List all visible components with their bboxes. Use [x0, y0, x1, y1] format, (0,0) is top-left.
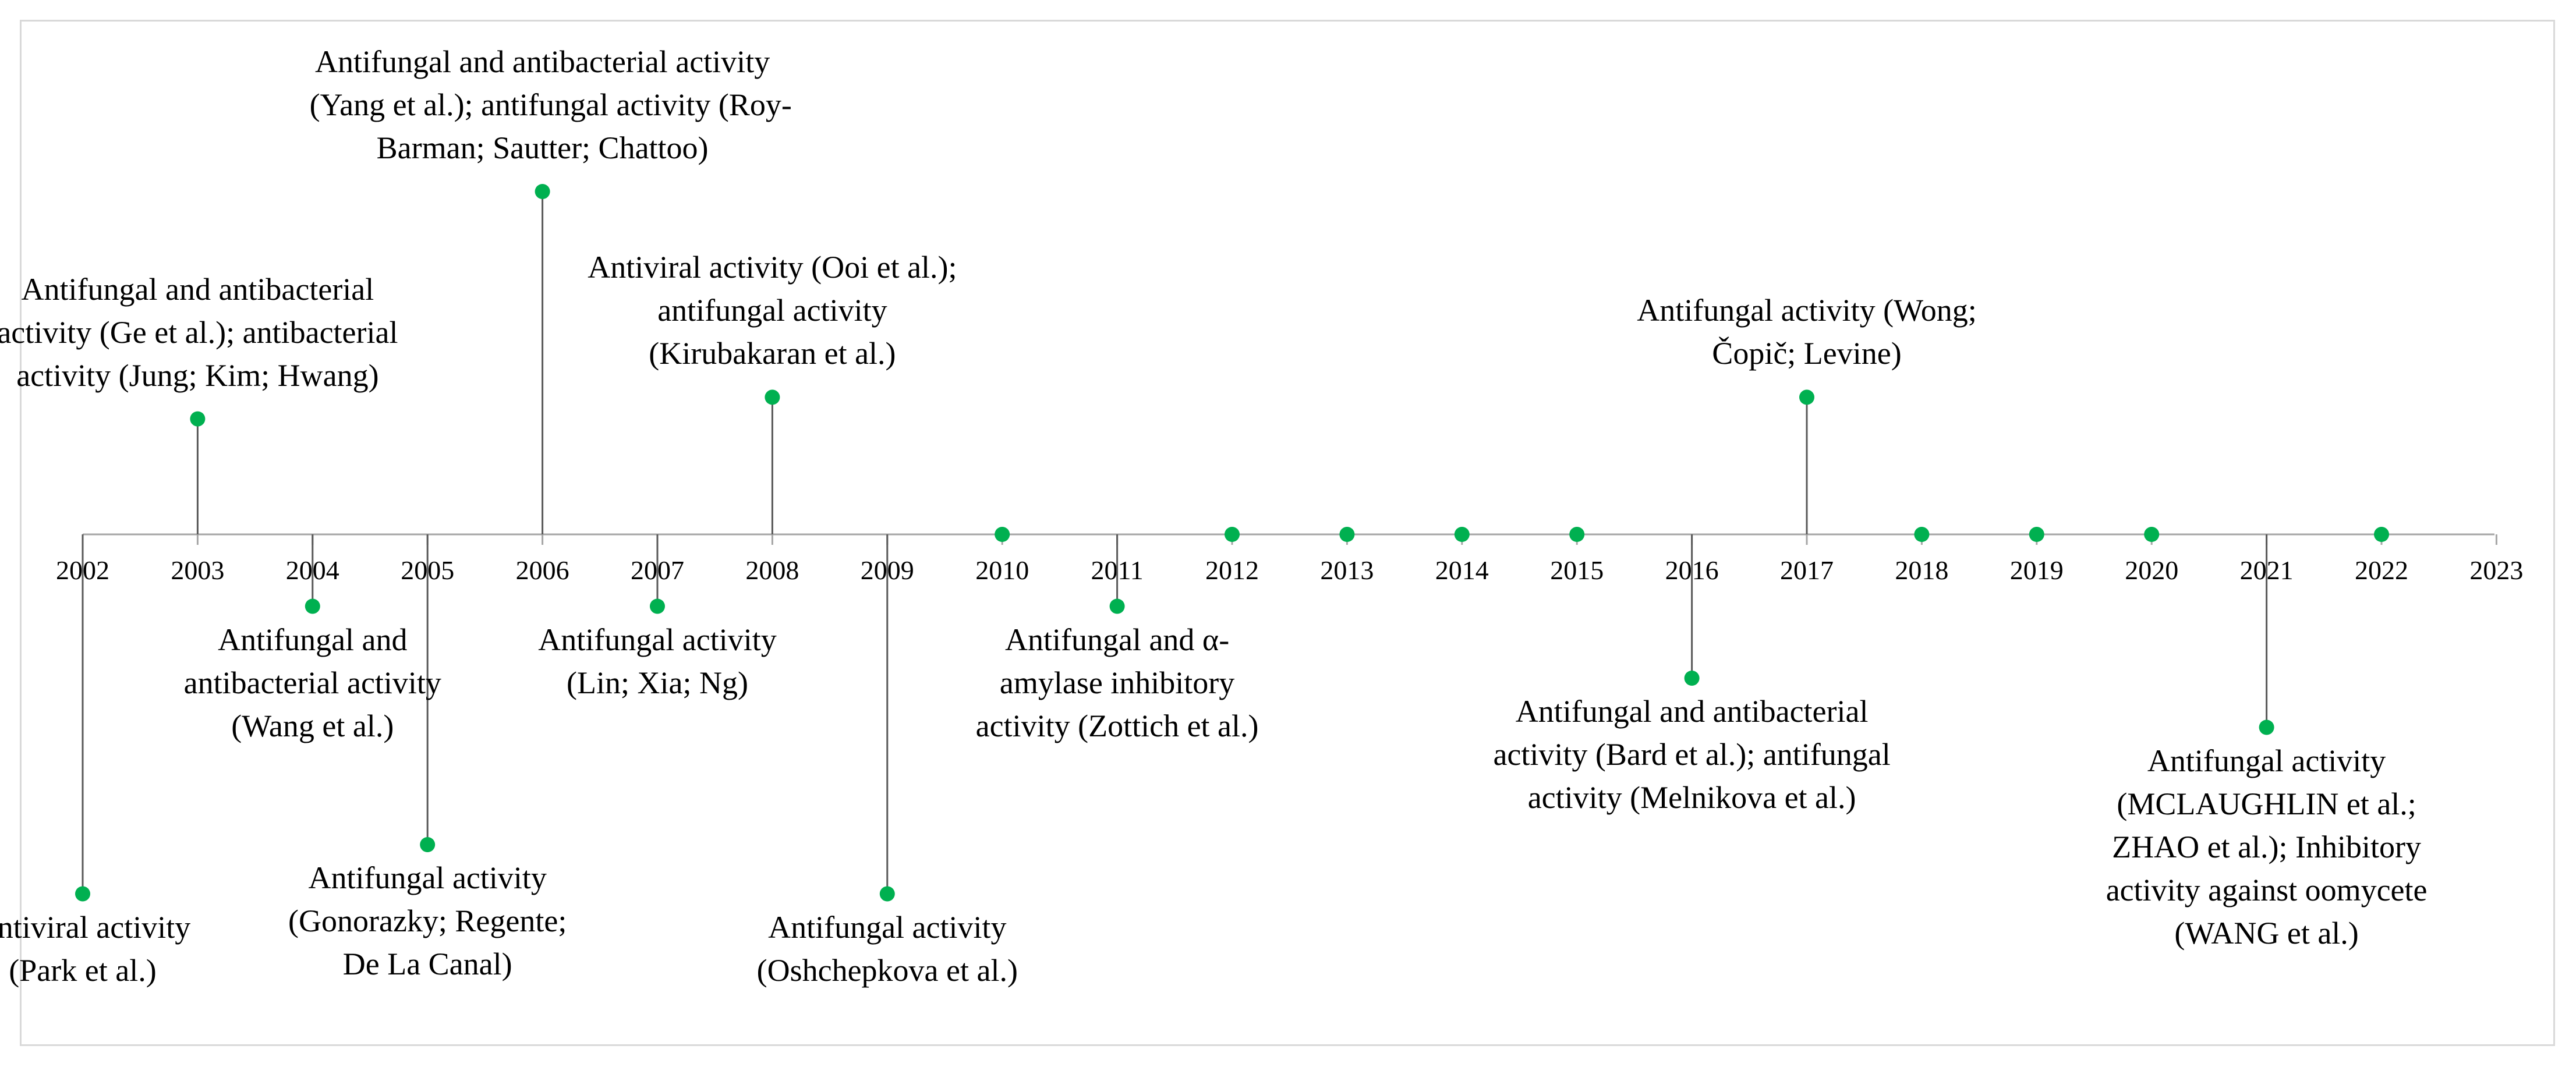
annotation-line: (Wang et al.)	[231, 708, 394, 743]
year-labels: 2002 2003 2004 2005 2006 2007 2008 2009 2010 2011…	[56, 555, 2523, 585]
annotation-line: Antifungal and α-	[1004, 622, 1230, 657]
annotation-line: activity (Bard et al.); antifungal	[1493, 737, 1891, 772]
event-marker	[765, 389, 780, 405]
event-annotation: Antifungal and antibacterial activity (Wan…	[80, 618, 546, 747]
year-label: 2013	[1320, 555, 1374, 585]
annotation-line: (Lin; Xia; Ng)	[567, 665, 748, 700]
year-label: 2018	[1895, 555, 1948, 585]
event-marker	[305, 598, 320, 614]
annotation-line: Antifungal activity (Wong;	[1637, 293, 1977, 328]
annotation-line: Antiviral activity (Ooi et al.);	[588, 250, 957, 285]
event-annotation: Antifungal and antibacterial activity (Ba…	[1459, 690, 1925, 819]
event-marker	[1569, 527, 1585, 542]
event-marker	[75, 886, 90, 902]
event-marker	[2374, 527, 2389, 542]
annotation-line: activity (Ge et al.); antibacterial	[0, 314, 398, 350]
annotation-line: (Oshchepkova et al.)	[756, 952, 1018, 988]
event-marker	[1454, 527, 1470, 542]
year-label: 2012	[1205, 555, 1259, 585]
annotation-line: Antifungal activity	[2147, 743, 2386, 778]
annotation-line: amylase inhibitory	[999, 665, 1235, 700]
year-label: 2015	[1550, 555, 1604, 585]
year-label: 2023	[2469, 555, 2523, 585]
annotation-line: Antifungal and antibacterial	[21, 271, 374, 307]
annotation-line: (Park et al.)	[9, 952, 157, 988]
figure-frame	[20, 20, 2555, 1046]
annotation-line: (Yang et al.); antifungal activity (Roy-	[309, 87, 792, 122]
event-annotation: Antifungal activity (Oshchepkova et al.)	[654, 906, 1120, 992]
annotation-line: De La Canal)	[342, 947, 512, 981]
event-marker	[650, 598, 665, 614]
event-marker	[1109, 598, 1125, 614]
event-marker	[535, 184, 550, 199]
annotation-line: activity (Jung; Kim; Hwang)	[16, 357, 379, 393]
event-annotation: Antifungal and α-amylase inhibitory activ…	[884, 618, 1350, 747]
event-marker	[420, 837, 436, 852]
event-marker	[2029, 527, 2044, 542]
annotation-line: ZHAO et al.); Inhibitory	[2112, 829, 2422, 864]
event-marker	[1684, 671, 1700, 686]
annotation-line: antifungal activity	[657, 293, 887, 328]
event-marker	[995, 527, 1010, 542]
annotation-line: (MCLAUGHLIN et al.;	[2117, 786, 2416, 821]
annotation-line: (WANG et al.)	[2174, 915, 2359, 951]
event-stems	[82, 192, 2268, 894]
annotation-line: Antifungal and	[218, 622, 408, 657]
event-annotation: Antifungal and antibacterial activity (Ya…	[309, 40, 792, 169]
year-label: 2010	[975, 555, 1029, 585]
annotation-line: Antiviral activity	[0, 909, 191, 945]
year-label: 2020	[2125, 555, 2178, 585]
annotation-line: Antifungal and antibacterial activity	[314, 44, 770, 79]
event-marker	[879, 886, 895, 902]
annotation-line: Antifungal activity	[308, 860, 547, 895]
year-label: 2017	[1780, 555, 1834, 585]
event-marker	[1225, 527, 1240, 542]
event-marker	[2144, 527, 2160, 542]
year-label: 2014	[1435, 555, 1489, 585]
year-label: 2003	[171, 555, 224, 585]
event-annotation: Antiviral activity (Ooi et al.); antifung…	[539, 246, 1005, 375]
annotation-line: Antifungal activity	[768, 909, 1007, 945]
event-marker	[1914, 527, 1930, 542]
event-annotation: Antifungal activity (Lin; Xia; Ng)	[424, 618, 890, 704]
year-ticks	[82, 534, 2497, 545]
year-label: 2008	[745, 555, 799, 585]
event-marker	[1799, 389, 1814, 405]
event-marker	[2259, 719, 2274, 735]
annotation-line: Antifungal activity	[538, 622, 777, 657]
year-label: 2006	[516, 555, 569, 585]
event-marker	[1339, 527, 1355, 542]
annotation-line: (Kirubakaran et al.)	[649, 336, 896, 371]
event-annotation: Antiviral activity (Park et al.)	[0, 906, 316, 992]
event-annotation: Antifungal activity (MCLAUGHLIN et al.; ZH…	[2034, 739, 2500, 955]
event-annotation: Antifungal activity (Wong; Čopič; Levine)	[1574, 289, 2040, 375]
event-markers	[75, 184, 2389, 902]
annotation-line: Barman; Sautter; Chattoo)	[376, 130, 709, 165]
annotation-line: activity (Melnikova et al.)	[1527, 780, 1856, 815]
annotation-line: Čopič; Levine)	[1712, 336, 1902, 371]
event-marker	[190, 411, 206, 427]
annotation-line: activity (Zottich et al.)	[975, 708, 1259, 743]
year-label: 2019	[2010, 555, 2064, 585]
event-annotation: Antifungal and antibacterial activity (Ge…	[0, 268, 430, 397]
annotation-line: antibacterial activity	[183, 665, 441, 700]
annotation-line: (Gonorazky; Regente;	[288, 903, 567, 938]
annotation-line: Antifungal and antibacterial	[1515, 694, 1869, 729]
annotation-line: activity against oomycete	[2106, 872, 2428, 908]
event-annotation: Antifungal activity (Gonorazky; Regente; D…	[194, 856, 660, 986]
year-label: 2022	[2355, 555, 2408, 585]
